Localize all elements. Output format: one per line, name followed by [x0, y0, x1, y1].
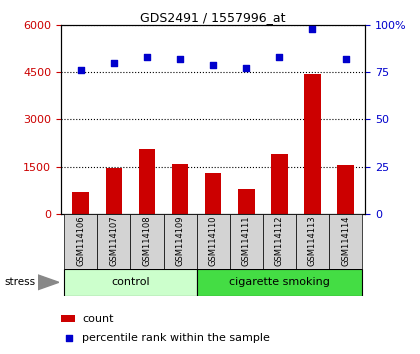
Bar	[263, 214, 296, 269]
Point	[144, 54, 150, 60]
Bar	[163, 214, 197, 269]
Polygon shape	[38, 275, 59, 290]
Text: control: control	[111, 277, 150, 287]
Bar	[64, 214, 97, 269]
Bar	[296, 214, 329, 269]
Text: GSM114109: GSM114109	[176, 216, 184, 266]
Bar	[197, 269, 362, 296]
Bar	[271, 154, 288, 214]
Text: GSM114112: GSM114112	[275, 216, 284, 266]
Text: GSM114107: GSM114107	[109, 216, 118, 267]
Bar	[130, 214, 163, 269]
Text: GSM114108: GSM114108	[142, 216, 152, 267]
Text: percentile rank within the sample: percentile rank within the sample	[82, 332, 270, 343]
Bar	[61, 315, 75, 322]
Bar	[205, 173, 221, 214]
Point	[342, 56, 349, 62]
Point	[110, 60, 117, 65]
Point	[243, 65, 249, 71]
Bar	[337, 165, 354, 214]
Bar	[73, 192, 89, 214]
Text: count: count	[82, 314, 114, 324]
Point	[309, 26, 316, 32]
Text: GSM114113: GSM114113	[308, 216, 317, 267]
Bar	[329, 214, 362, 269]
Point	[210, 62, 217, 67]
Bar	[197, 214, 230, 269]
Bar	[304, 74, 321, 214]
Text: GSM114111: GSM114111	[242, 216, 251, 266]
Text: GSM114114: GSM114114	[341, 216, 350, 266]
Bar	[97, 214, 130, 269]
Text: cigarette smoking: cigarette smoking	[229, 277, 330, 287]
Point	[77, 67, 84, 73]
Bar	[230, 214, 263, 269]
Bar	[238, 189, 255, 214]
Bar	[105, 169, 122, 214]
Point	[177, 56, 184, 62]
Point	[276, 54, 283, 60]
Bar	[64, 269, 197, 296]
Point	[65, 335, 72, 341]
Bar	[139, 149, 155, 214]
Text: GSM114110: GSM114110	[209, 216, 218, 266]
Text: stress: stress	[4, 277, 35, 287]
Bar	[172, 164, 188, 214]
Title: GDS2491 / 1557996_at: GDS2491 / 1557996_at	[140, 11, 286, 24]
Text: GSM114106: GSM114106	[76, 216, 85, 267]
